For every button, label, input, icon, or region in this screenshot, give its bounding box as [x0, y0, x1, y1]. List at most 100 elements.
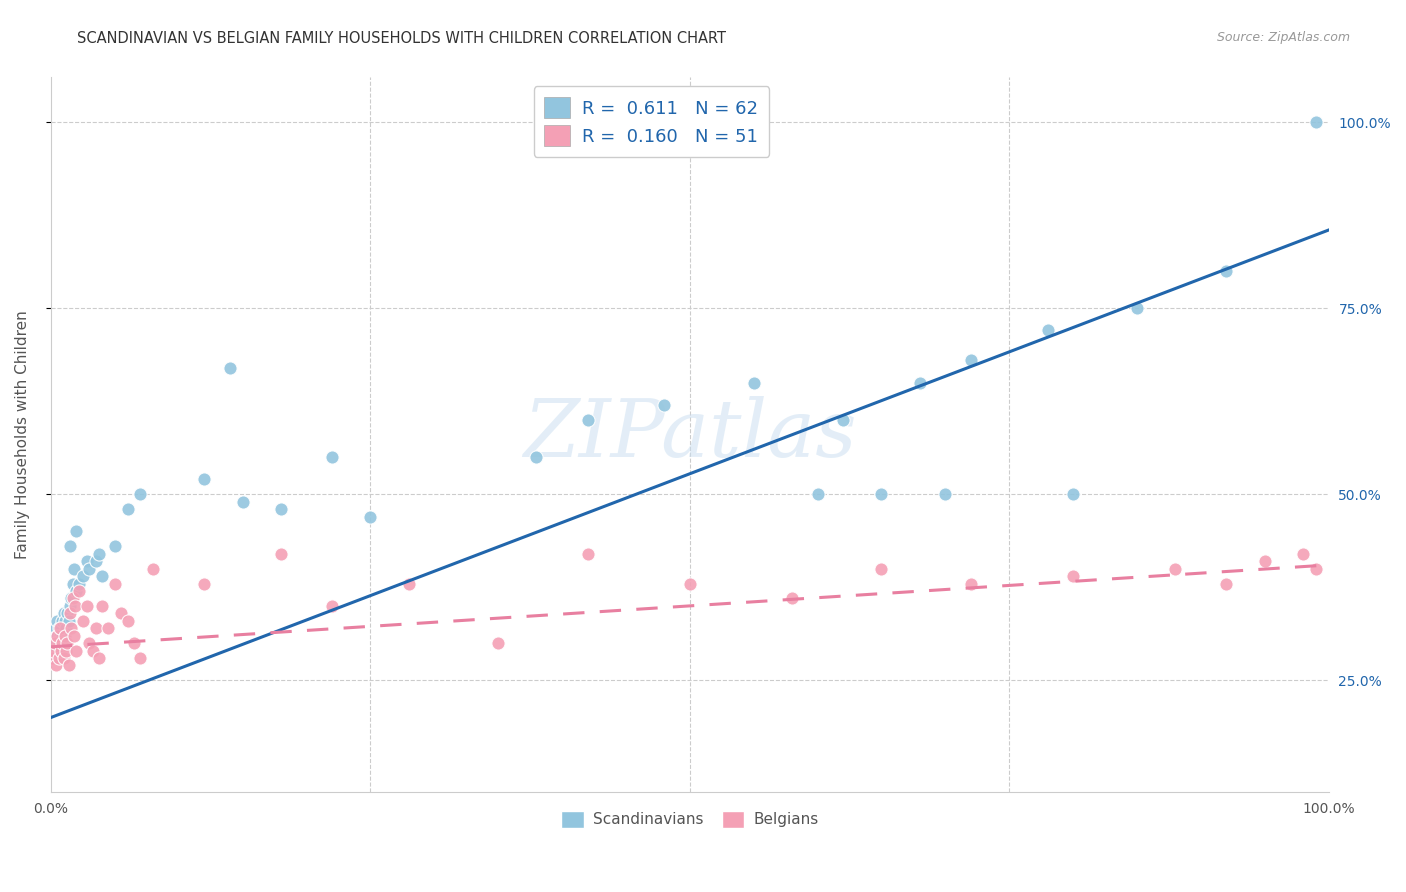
- Point: [231, 494, 253, 508]
- Point: [576, 547, 599, 561]
- Point: [53, 614, 76, 628]
- Point: [62, 591, 84, 606]
- Point: [1254, 554, 1277, 568]
- Point: [97, 621, 120, 635]
- Point: [55, 643, 77, 657]
- Point: [49, 643, 72, 657]
- Point: [60, 621, 83, 635]
- Point: [1215, 576, 1237, 591]
- Point: [56, 636, 79, 650]
- Point: [117, 614, 139, 628]
- Point: [742, 376, 765, 390]
- Y-axis label: Family Households with Children: Family Households with Children: [15, 310, 30, 559]
- Point: [110, 607, 132, 621]
- Point: [1292, 547, 1315, 561]
- Legend: Scandinavians, Belgians: Scandinavians, Belgians: [554, 805, 825, 834]
- Point: [58, 658, 80, 673]
- Text: ZIPatlas: ZIPatlas: [523, 396, 856, 474]
- Point: [59, 607, 82, 621]
- Point: [51, 614, 73, 628]
- Point: [934, 487, 956, 501]
- Point: [321, 599, 343, 613]
- Point: [359, 509, 381, 524]
- Point: [58, 614, 80, 628]
- Point: [1164, 562, 1187, 576]
- Point: [870, 487, 893, 501]
- Point: [60, 591, 83, 606]
- Point: [806, 487, 828, 501]
- Point: [49, 621, 72, 635]
- Point: [45, 621, 67, 635]
- Point: [65, 524, 87, 539]
- Point: [104, 576, 127, 591]
- Point: [45, 658, 67, 673]
- Point: [84, 621, 107, 635]
- Point: [270, 502, 292, 516]
- Point: [44, 643, 66, 657]
- Point: [652, 398, 675, 412]
- Point: [77, 562, 100, 576]
- Point: [72, 569, 94, 583]
- Point: [832, 413, 855, 427]
- Point: [129, 651, 152, 665]
- Point: [46, 643, 69, 657]
- Point: [65, 643, 87, 657]
- Point: [142, 562, 165, 576]
- Point: [870, 562, 893, 576]
- Point: [193, 576, 215, 591]
- Point: [76, 599, 98, 613]
- Point: [72, 614, 94, 628]
- Point: [46, 629, 69, 643]
- Point: [55, 621, 77, 635]
- Point: [1062, 569, 1084, 583]
- Point: [49, 621, 72, 635]
- Point: [486, 636, 509, 650]
- Point: [679, 576, 702, 591]
- Point: [780, 591, 803, 606]
- Point: [122, 636, 145, 650]
- Point: [82, 643, 104, 657]
- Point: [91, 599, 114, 613]
- Point: [398, 576, 420, 591]
- Point: [193, 472, 215, 486]
- Point: [53, 629, 76, 643]
- Text: SCANDINAVIAN VS BELGIAN FAMILY HOUSEHOLDS WITH CHILDREN CORRELATION CHART: SCANDINAVIAN VS BELGIAN FAMILY HOUSEHOLD…: [77, 31, 727, 46]
- Point: [48, 651, 70, 665]
- Point: [52, 607, 75, 621]
- Point: [89, 547, 111, 561]
- Point: [1305, 115, 1327, 129]
- Point: [51, 629, 73, 643]
- Point: [59, 539, 82, 553]
- Point: [42, 643, 65, 657]
- Point: [41, 651, 63, 665]
- Point: [77, 636, 100, 650]
- Point: [67, 576, 90, 591]
- Point: [270, 547, 292, 561]
- Point: [48, 621, 70, 635]
- Point: [46, 629, 69, 643]
- Point: [48, 636, 70, 650]
- Point: [129, 487, 152, 501]
- Point: [89, 651, 111, 665]
- Point: [42, 636, 65, 650]
- Point: [52, 636, 75, 650]
- Point: [908, 376, 931, 390]
- Point: [49, 636, 72, 650]
- Point: [56, 607, 79, 621]
- Point: [1062, 487, 1084, 501]
- Point: [49, 643, 72, 657]
- Point: [960, 353, 983, 368]
- Text: Source: ZipAtlas.com: Source: ZipAtlas.com: [1216, 31, 1350, 45]
- Point: [51, 636, 73, 650]
- Point: [218, 360, 240, 375]
- Point: [104, 539, 127, 553]
- Point: [91, 569, 114, 583]
- Point: [49, 629, 72, 643]
- Point: [44, 629, 66, 643]
- Point: [52, 651, 75, 665]
- Point: [62, 576, 84, 591]
- Point: [1215, 264, 1237, 278]
- Point: [76, 554, 98, 568]
- Point: [576, 413, 599, 427]
- Point: [1126, 301, 1149, 315]
